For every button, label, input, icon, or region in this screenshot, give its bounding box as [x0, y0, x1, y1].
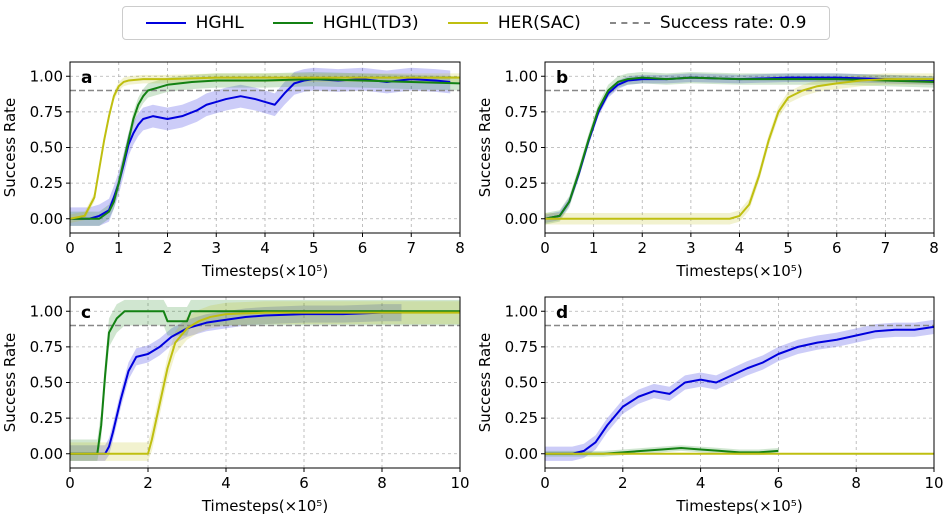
panel-b: 0 1 2 3 4 5 6 7 8 0.00 0.25 0.50 0.75 1.00 Timesteps(×… [476, 61, 939, 280]
x-tick-label: 8 [455, 239, 465, 257]
y-tick-label: 0.50 [30, 139, 63, 157]
series-band [70, 304, 402, 461]
panel-label: a [81, 68, 92, 88]
y-tick-label: 0.75 [30, 338, 63, 356]
series-line [545, 78, 934, 220]
y-tick-label: 0.75 [30, 103, 63, 121]
panel-a: 0 1 2 3 4 5 6 7 8 0.00 0.25 0.50 0.75 1.00 Timesteps(×… [1, 61, 465, 280]
legend-entry-hghl: HGHL [145, 13, 244, 33]
legend-entry-success-rate: Success rate: 0.9 [609, 13, 807, 33]
y-axis-label: Success Rate [1, 333, 19, 433]
x-tick-label: 7 [881, 239, 891, 257]
y-tick-label: 0.75 [505, 103, 538, 121]
series-band [545, 319, 934, 461]
legend-label-hghl-td3: HGHL(TD3) [322, 13, 419, 33]
x-tick-label: 0 [65, 474, 75, 492]
y-tick-label: 0.00 [505, 445, 538, 463]
x-tick-label: 6 [299, 474, 309, 492]
y-tick-label: 1.00 [505, 67, 538, 85]
legend-entry-hghl-td3: HGHL(TD3) [272, 13, 419, 33]
x-axis-label: Timesteps(×10⁵) [675, 262, 802, 280]
x-tick-label: 4 [260, 239, 270, 257]
x-axis-label: Timesteps(×10⁵) [201, 497, 328, 515]
x-tick-label: 6 [832, 239, 842, 257]
y-tick-label: 0.50 [30, 374, 63, 392]
x-axis-label: Timesteps(×10⁵) [201, 262, 328, 280]
legend-swatch-hghl-td3 [272, 22, 313, 24]
series-line [70, 311, 460, 455]
series-line [545, 325, 934, 455]
x-tick-label: 2 [163, 239, 173, 257]
x-tick-label: 0 [540, 474, 550, 492]
x-tick-label: 4 [696, 474, 706, 492]
y-tick-label: 1.00 [30, 302, 63, 320]
plot-area [70, 299, 460, 461]
x-tick-label: 5 [309, 239, 319, 257]
y-tick-label: 0.50 [505, 374, 538, 392]
legend-label-success-rate: Success rate: 0.9 [659, 13, 807, 33]
x-tick-label: 2 [637, 239, 647, 257]
plot-area [70, 67, 460, 226]
x-tick-label: 0 [540, 239, 550, 257]
x-tick-label: 6 [358, 239, 368, 257]
series-line [70, 311, 402, 455]
x-tick-label: 3 [686, 239, 696, 257]
panel-label: d [556, 303, 568, 323]
series-line [70, 78, 460, 220]
y-tick-label: 0.00 [30, 445, 63, 463]
x-tick-label: 10 [924, 474, 943, 492]
x-tick-label: 10 [450, 474, 469, 492]
y-tick-label: 0.50 [505, 139, 538, 157]
legend-swatch-her-sac [447, 22, 488, 24]
panel-c: 0 2 4 6 8 10 0.00 0.25 0.50 0.75 1.00 Timesteps(×10… [1, 296, 470, 515]
x-axis-label: Timesteps(×10⁵) [675, 497, 802, 515]
series-band [70, 299, 460, 461]
y-tick-label: 0.25 [30, 409, 63, 427]
legend: HGHL HGHL(TD3) HER(SAC) Success rate: 0.… [122, 6, 830, 40]
x-tick-label: 6 [774, 474, 784, 492]
y-tick-label: 1.00 [30, 67, 63, 85]
series-band [70, 67, 451, 226]
legend-label-her-sac: HER(SAC) [497, 13, 581, 33]
legend-swatch-hghl [145, 22, 186, 24]
y-tick-label: 0.25 [505, 174, 538, 192]
x-tick-label: 7 [406, 239, 416, 257]
y-tick-label: 0.00 [505, 210, 538, 228]
plot-area [545, 319, 934, 461]
x-tick-label: 2 [618, 474, 628, 492]
series-line [70, 76, 460, 220]
y-tick-label: 0.25 [505, 409, 538, 427]
y-tick-label: 1.00 [505, 302, 538, 320]
series-line [545, 76, 934, 220]
y-axis-label: Success Rate [476, 333, 494, 433]
series-line [70, 310, 460, 455]
y-axis-label: Success Rate [476, 98, 494, 198]
panel-label: c [81, 303, 91, 323]
panel-d: 0 2 4 6 8 10 0.00 0.25 0.50 0.75 1.00 Timesteps(×10… [476, 296, 944, 515]
x-tick-label: 4 [735, 239, 745, 257]
y-axis-label: Success Rate [1, 98, 19, 198]
plot-area [545, 71, 934, 225]
x-tick-label: 4 [221, 474, 231, 492]
x-tick-label: 1 [589, 239, 599, 257]
x-tick-label: 1 [114, 239, 124, 257]
panel-label: b [556, 68, 568, 88]
x-tick-label: 8 [377, 474, 387, 492]
x-tick-label: 2 [143, 474, 153, 492]
y-tick-label: 0.25 [30, 174, 63, 192]
y-tick-label: 0.00 [30, 210, 63, 228]
x-tick-label: 0 [65, 239, 75, 257]
x-tick-label: 3 [211, 239, 221, 257]
legend-label-hghl: HGHL [195, 13, 244, 33]
legend-swatch-success-rate [609, 22, 650, 24]
y-tick-label: 0.75 [505, 338, 538, 356]
x-tick-label: 8 [851, 474, 861, 492]
x-tick-label: 8 [929, 239, 939, 257]
x-tick-label: 5 [783, 239, 793, 257]
legend-entry-her-sac: HER(SAC) [447, 13, 581, 33]
